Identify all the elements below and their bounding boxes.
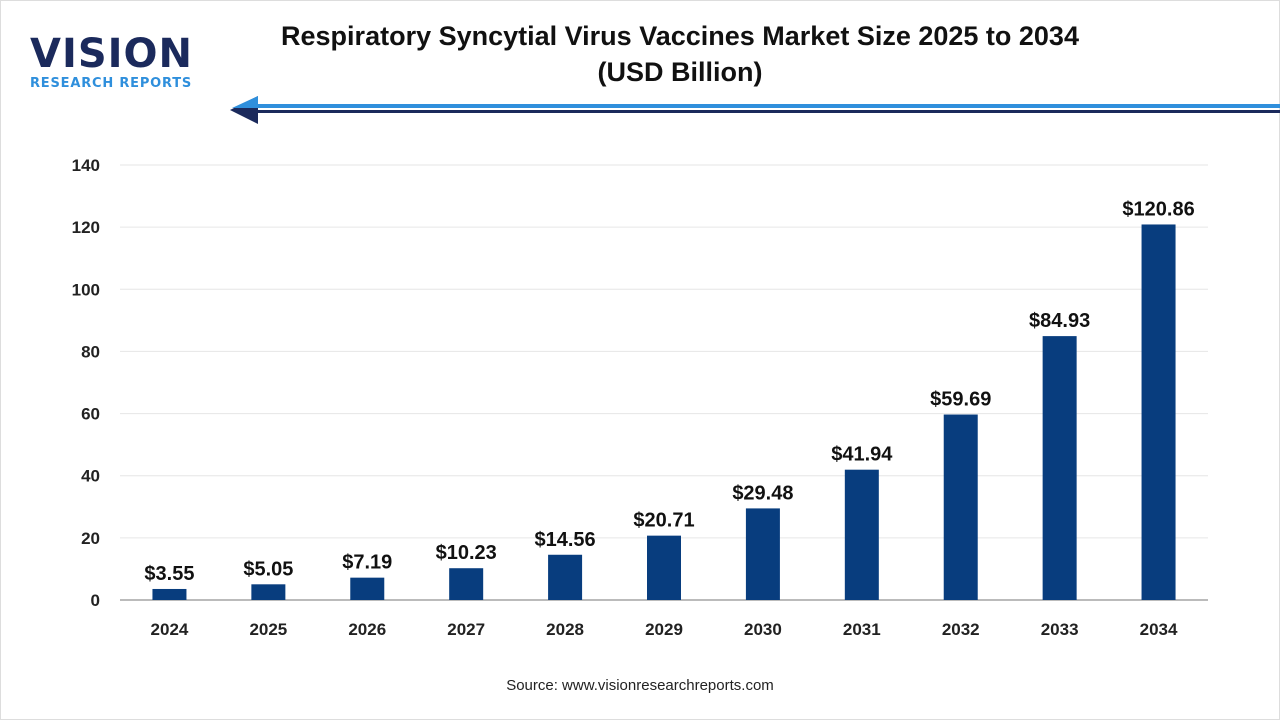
bar-2032 (943, 414, 978, 600)
y-tick-label: 0 (91, 591, 100, 610)
x-tick-label: 2028 (546, 620, 584, 639)
y-tick-label: 80 (81, 342, 100, 361)
x-tick-label: 2034 (1140, 620, 1178, 639)
data-label: $14.56 (535, 529, 596, 551)
bar-2026 (350, 577, 385, 600)
data-label: $41.94 (831, 444, 893, 466)
logo: VISION RESEARCH REPORTS (30, 34, 193, 91)
title-line-2: (USD Billion) (597, 57, 763, 87)
chart-title: Respiratory Syncytial Virus Vaccines Mar… (250, 18, 1110, 90)
data-label: $10.23 (436, 542, 497, 564)
y-tick-label: 100 (72, 280, 100, 299)
bar-2034 (1141, 224, 1176, 601)
source-note: Source: www.visionresearchreports.com (506, 677, 774, 694)
bar-2024 (152, 588, 187, 600)
data-label: $59.69 (930, 389, 991, 411)
bar-2027 (449, 568, 484, 600)
x-tick-label: 2029 (645, 620, 683, 639)
x-tick-label: 2031 (843, 620, 881, 639)
x-tick-label: 2032 (942, 620, 980, 639)
data-label: $120.86 (1122, 198, 1194, 220)
x-tick-label: 2033 (1041, 620, 1079, 639)
x-tick-label: 2027 (447, 620, 485, 639)
y-tick-label: 60 (81, 405, 100, 424)
y-tick-label: 20 (81, 529, 100, 548)
bar-2029 (647, 535, 681, 600)
bar-2031 (844, 469, 879, 600)
y-tick-label: 140 (72, 156, 100, 175)
data-label: $20.71 (633, 510, 694, 532)
data-label: $5.05 (243, 558, 293, 580)
logo-main: VISION (30, 31, 194, 77)
data-label: $29.48 (732, 482, 793, 504)
y-tick-label: 40 (81, 467, 100, 486)
title-line-1: Respiratory Syncytial Virus Vaccines Mar… (281, 21, 1079, 51)
data-label: $7.19 (342, 552, 392, 574)
bar-2033 (1042, 336, 1077, 600)
bar-2025 (251, 584, 286, 600)
logo-sub: RESEARCH REPORTS (30, 76, 193, 91)
bar-2028 (548, 554, 583, 600)
y-tick-label: 120 (72, 218, 100, 237)
data-label: $84.93 (1029, 310, 1090, 332)
data-label: $3.55 (144, 563, 194, 585)
x-tick-label: 2026 (348, 620, 386, 639)
x-tick-label: 2024 (151, 620, 189, 639)
header-arrow (230, 96, 1280, 124)
x-tick-label: 2025 (249, 620, 287, 639)
x-tick-label: 2030 (744, 620, 782, 639)
bar-2030 (745, 508, 780, 600)
